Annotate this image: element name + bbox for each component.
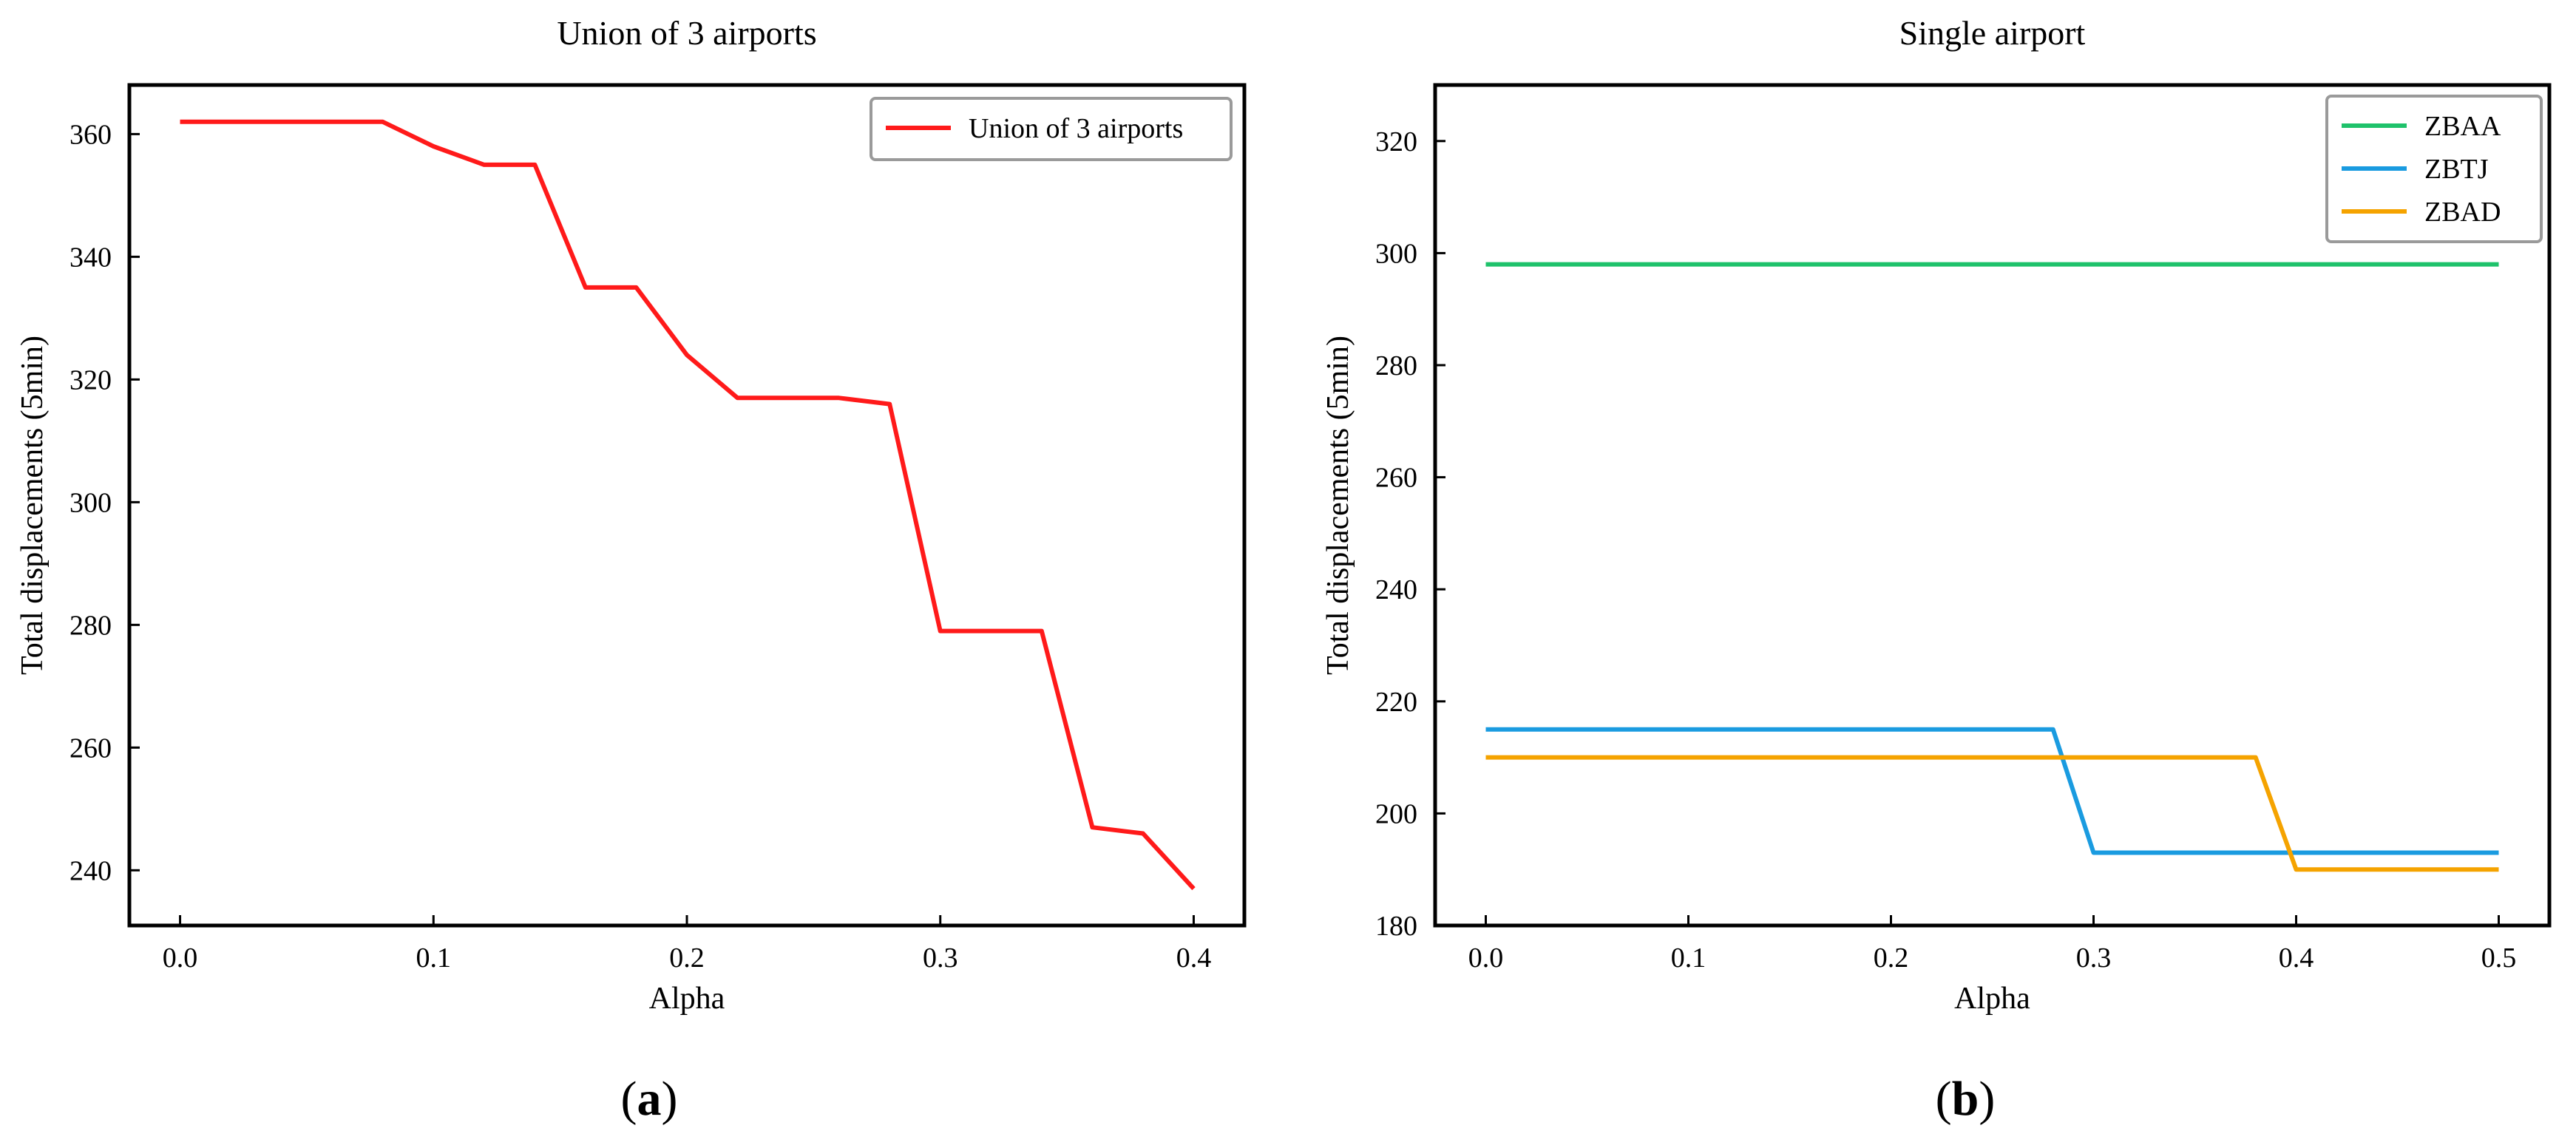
panel-a-x-tick-label: 0.1 bbox=[416, 942, 452, 974]
panel-b-y-tick-label: 300 bbox=[1375, 238, 1417, 269]
panel-b-legend-label: ZBAD bbox=[2424, 197, 2501, 228]
panel-a-x-tick-label: 0.0 bbox=[163, 942, 198, 974]
panel-b-caption: (b) bbox=[1936, 1072, 1996, 1126]
panel-b-series-line-zbad bbox=[1485, 755, 2499, 872]
panel-a-x-axis-label: Alpha bbox=[649, 982, 725, 1016]
panel-b-y-tick-label: 320 bbox=[1375, 126, 1417, 157]
panel-a-y-tick-label: 300 bbox=[70, 487, 112, 518]
panel-b: Single airport 0.0 0.1 0.2 0.3 0.4 0.5 180 200 22… bbox=[1321, 14, 2552, 1126]
panel-b-y-tick-label: 260 bbox=[1375, 463, 1417, 494]
panel-b-y-tick-label: 180 bbox=[1375, 911, 1417, 942]
panel-a-y-tick-label: 260 bbox=[70, 733, 112, 764]
panel-a: Union of 3 airports 0.0 0.1 0.2 0.3 0.4 240 260… bbox=[16, 14, 1247, 1126]
panel-b-x-tick-label: 0.1 bbox=[1671, 942, 1706, 974]
panel-a-x-tick-label: 0.4 bbox=[1176, 942, 1212, 974]
panel-b-y-tick-label: 240 bbox=[1375, 574, 1417, 605]
panel-a-y-tick-label: 320 bbox=[70, 364, 112, 395]
panel-a-x-tick-label: 0.3 bbox=[923, 942, 958, 974]
panel-a-legend-box bbox=[870, 97, 1233, 161]
panel-a-y-tick-label: 280 bbox=[70, 610, 112, 641]
panel-a-y-tick-label: 360 bbox=[70, 119, 112, 150]
panel-b-y-tick-label: 200 bbox=[1375, 798, 1417, 829]
panel-b-x-tick-label: 0.5 bbox=[2481, 942, 2517, 974]
panel-b-x-tick-label: 0.3 bbox=[2076, 942, 2112, 974]
panel-b-plot-frame bbox=[1433, 83, 2552, 928]
panel-b-x-tick-label: 0.2 bbox=[1874, 942, 1909, 974]
panel-b-legend-label: ZBTJ bbox=[2424, 154, 2489, 185]
panel-a-y-tick-label: 240 bbox=[70, 855, 112, 886]
panel-b-legend-label: ZBAA bbox=[2424, 111, 2501, 142]
panel-b-x-tick-label: 0.0 bbox=[1468, 942, 1504, 974]
panel-b-title: Single airport bbox=[1899, 14, 2086, 52]
panel-b-x-tick-label: 0.4 bbox=[2279, 942, 2314, 974]
panel-a-plot-frame bbox=[127, 83, 1247, 928]
panel-a-caption: (a) bbox=[621, 1072, 678, 1126]
panel-a-legend-label: Union of 3 airports bbox=[969, 113, 1183, 144]
panel-b-series-line-zbtj bbox=[1485, 727, 2499, 855]
panel-a-series-line-union-of-3-airports bbox=[180, 119, 1196, 891]
panel-a-title: Union of 3 airports bbox=[557, 14, 816, 52]
panel-a-x-tick-label: 0.2 bbox=[669, 942, 705, 974]
panel-a-y-tick-label: 340 bbox=[70, 242, 112, 273]
panel-a-y-axis-label: Total displacements (5min) bbox=[16, 336, 50, 675]
panel-b-y-tick-label: 280 bbox=[1375, 350, 1417, 381]
panel-b-y-axis-label: Total displacements (5min) bbox=[1321, 336, 1355, 675]
panel-b-legend-box bbox=[2325, 95, 2543, 243]
panel-b-x-axis-label: Alpha bbox=[1954, 982, 2030, 1016]
panel-b-y-tick-label: 220 bbox=[1375, 687, 1417, 718]
